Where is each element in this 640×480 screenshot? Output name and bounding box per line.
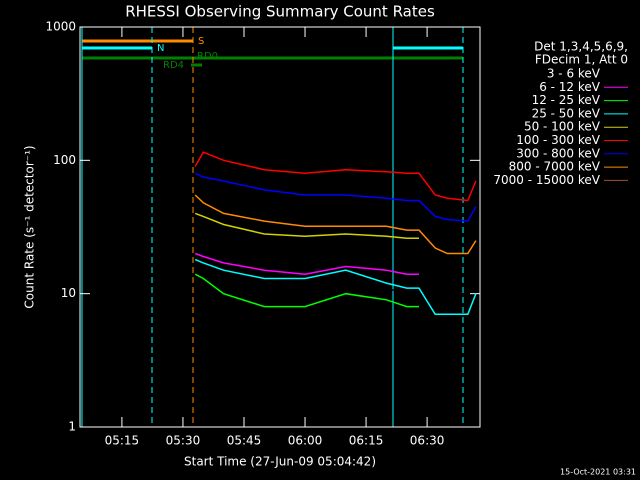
series-line bbox=[194, 172, 477, 222]
y-tick-label: 100 bbox=[53, 153, 76, 167]
x-tick-label: 06:30 bbox=[410, 434, 445, 448]
series-line bbox=[194, 194, 477, 255]
annotation: N bbox=[157, 43, 164, 54]
annotation: RD4 bbox=[163, 60, 184, 71]
x-tick-label: 05:15 bbox=[105, 434, 140, 448]
x-tick-label: 06:00 bbox=[288, 434, 323, 448]
x-tick-label: 05:30 bbox=[166, 434, 201, 448]
series-line bbox=[194, 212, 419, 240]
series-line bbox=[194, 258, 477, 316]
y-axis-label: Count Rate (s⁻¹ detector⁻¹) bbox=[23, 145, 37, 308]
legend-label: 6 - 12 keV bbox=[539, 80, 601, 94]
y-tick-label: 1000 bbox=[45, 20, 76, 34]
legend-label: 3 - 6 keV bbox=[547, 67, 601, 81]
legend-label: 800 - 7000 keV bbox=[509, 160, 601, 174]
legend-header: Det 1,3,4,5,6,9, bbox=[534, 40, 628, 54]
y-tick-label: 10 bbox=[61, 286, 76, 300]
legend-label: 7000 - 15000 keV bbox=[493, 173, 600, 187]
x-tick-label: 05:45 bbox=[227, 434, 262, 448]
series-line bbox=[194, 151, 477, 202]
annotation: S bbox=[198, 36, 204, 47]
legend-label: 50 - 100 keV bbox=[524, 120, 601, 134]
plot-frame bbox=[79, 26, 481, 428]
legend-label: 300 - 800 keV bbox=[516, 146, 600, 160]
series-line bbox=[194, 273, 419, 308]
x-tick-label: 06:15 bbox=[349, 434, 384, 448]
legend-label: 12 - 25 keV bbox=[532, 93, 601, 107]
y-tick-label: 1 bbox=[68, 420, 76, 434]
chart-title: RHESSI Observing Summary Count Rates bbox=[125, 3, 435, 21]
annotation: RD0 bbox=[197, 51, 218, 62]
series-line bbox=[194, 252, 419, 275]
legend-header: FDecim 1, Att 0 bbox=[535, 53, 628, 67]
legend-label: 100 - 300 keV bbox=[516, 133, 600, 147]
x-axis-label: Start Time (27-Jun-09 05:04:42) bbox=[184, 455, 376, 469]
series-line bbox=[194, 265, 420, 301]
legend: Det 1,3,4,5,6,9, FDecim 1, Att 0 3 - 6 k… bbox=[493, 40, 628, 187]
legend-label: 25 - 50 keV bbox=[532, 106, 601, 120]
footer: 15-Oct-2021 03:31 bbox=[560, 468, 636, 477]
